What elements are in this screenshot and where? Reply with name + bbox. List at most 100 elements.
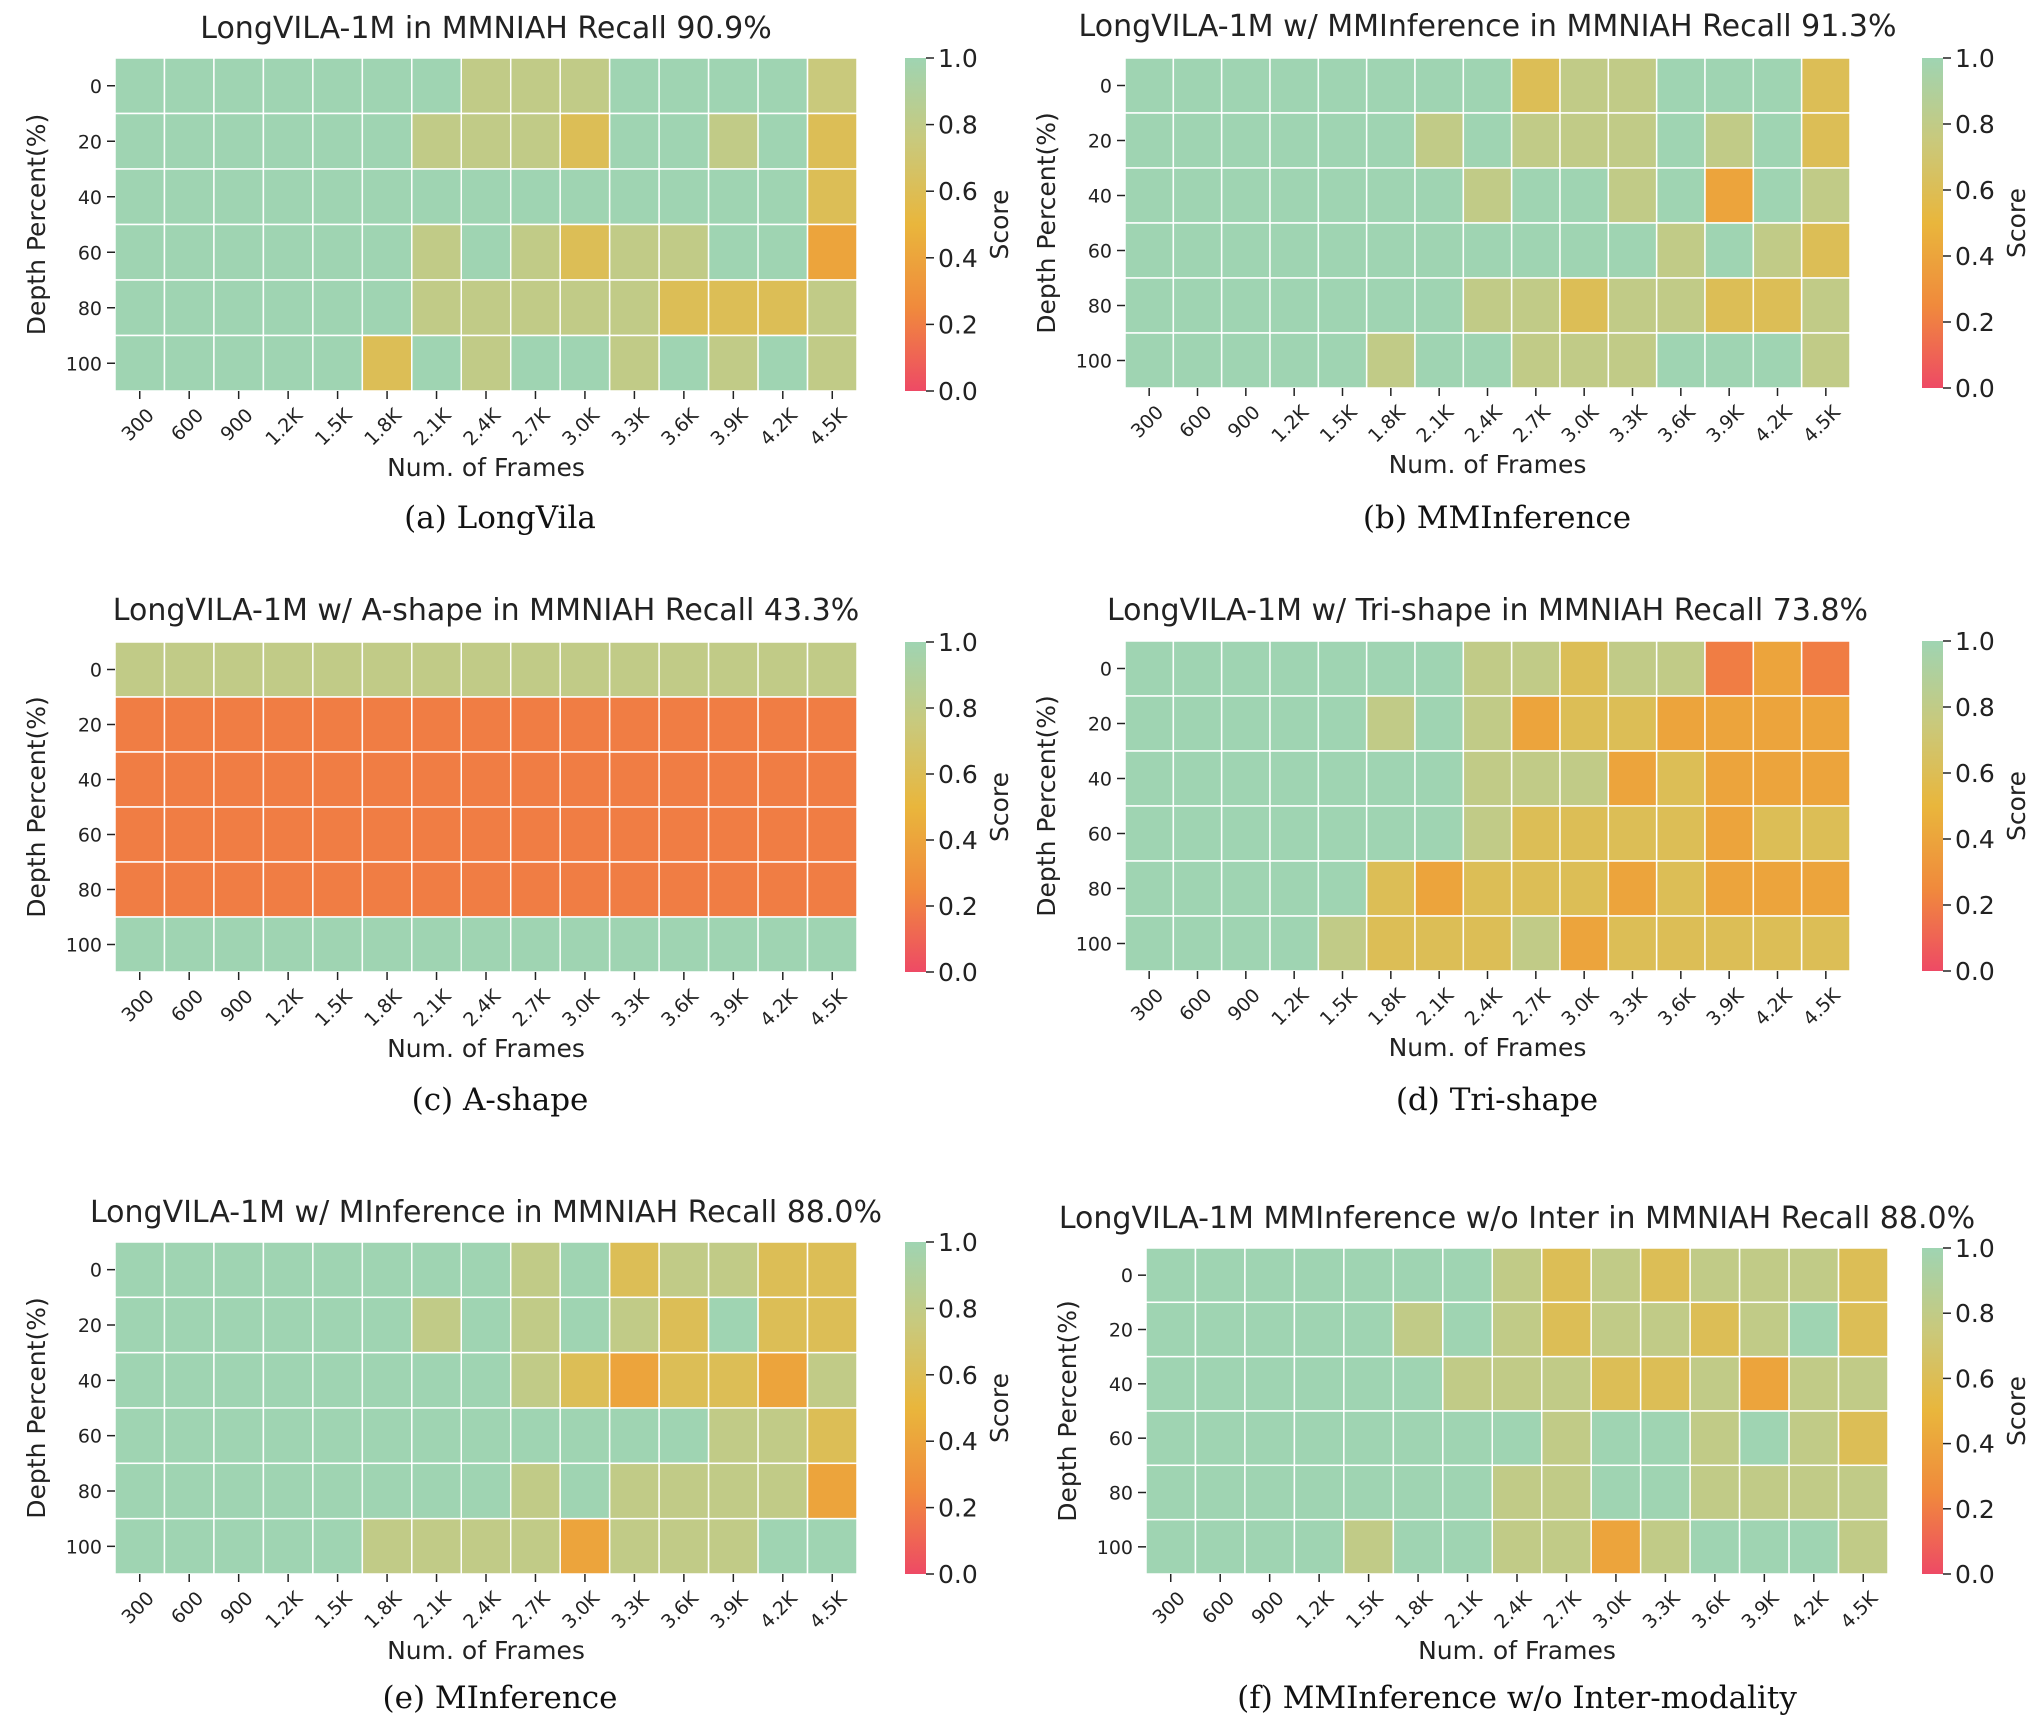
x-tick-label: 3.0K xyxy=(1557,984,1603,1030)
colorbar-tick-label: 1.0 xyxy=(1955,627,1995,656)
heatmap-cell xyxy=(1269,915,1320,972)
heatmap-cell xyxy=(163,1517,215,1575)
heatmap-cell xyxy=(1172,332,1223,389)
heatmap-cell xyxy=(559,1462,611,1520)
x-tick-label: 2.1K xyxy=(410,404,456,450)
heatmap-cell xyxy=(262,1407,314,1465)
heatmap-cell xyxy=(1590,1464,1642,1521)
heatmap-cell xyxy=(806,57,858,115)
heatmap-cell xyxy=(163,223,215,281)
x-tick-label: 300 xyxy=(1148,1587,1189,1628)
caption-a: (a) LongVila xyxy=(404,500,596,536)
heatmap-cell xyxy=(1800,112,1851,169)
heatmap-cell xyxy=(509,1351,561,1409)
heatmap-cell xyxy=(509,916,561,973)
y-tick-label: 60 xyxy=(1088,824,1112,846)
heatmap-cell xyxy=(1655,57,1706,114)
heatmap-cell xyxy=(707,112,759,170)
heatmap-cell xyxy=(1607,112,1658,169)
x-tick-label: 1.5K xyxy=(1316,984,1362,1030)
heatmap-cell xyxy=(411,1517,463,1575)
heatmap-cell xyxy=(460,751,512,808)
heatmap-cell xyxy=(757,1407,809,1465)
heatmap-cell xyxy=(707,751,759,808)
heatmap-cell xyxy=(361,916,413,973)
heatmap-cell xyxy=(1194,1355,1246,1412)
heatmap-cell xyxy=(1220,167,1271,224)
heatmap-cell xyxy=(608,916,660,973)
heatmap-cell xyxy=(1365,332,1416,389)
heatmap-cell xyxy=(114,751,166,808)
heatmap-cell xyxy=(1293,1464,1345,1521)
heatmap-cell xyxy=(658,279,710,337)
heatmap-cell xyxy=(411,696,463,753)
heatmap-cell xyxy=(1317,695,1368,752)
heatmap-cell xyxy=(1293,1410,1345,1467)
y-tick-label: 80 xyxy=(78,880,102,902)
heatmap-cell xyxy=(1704,167,1755,224)
heatmap-cell xyxy=(460,1296,512,1354)
x-tick-label: 900 xyxy=(216,1587,257,1628)
x-tick-label: 2.4K xyxy=(1490,1587,1536,1633)
heatmap-cell xyxy=(1194,1301,1246,1358)
heatmap-cell xyxy=(1800,750,1851,807)
heatmap-cell xyxy=(1172,640,1223,697)
heatmap-cell xyxy=(658,1296,710,1354)
heatmap-cell xyxy=(1392,1301,1444,1358)
heatmap-cell xyxy=(1540,1355,1592,1412)
heatmap-cell xyxy=(1689,1464,1741,1521)
heatmap-cell xyxy=(757,57,809,115)
heatmap-cell xyxy=(608,641,660,698)
heatmap-cell xyxy=(1124,57,1175,114)
heatmap-cell xyxy=(213,861,265,918)
colorbar-tick-label: 0.2 xyxy=(1955,1495,1995,1524)
heatmap-cell xyxy=(608,1462,660,1520)
colorbar-label: Score xyxy=(2002,188,2031,258)
heatmap-cell xyxy=(1269,167,1320,224)
heatmap-cell xyxy=(1343,1247,1395,1304)
heatmap-cell xyxy=(1124,222,1175,279)
heatmap-cell xyxy=(658,1517,710,1575)
heatmap-cell xyxy=(213,334,265,392)
heatmap-cell xyxy=(1689,1410,1741,1467)
heatmap-cell xyxy=(1837,1247,1889,1304)
heatmap-cell xyxy=(1590,1518,1642,1575)
heatmap-cell xyxy=(1559,57,1610,114)
heatmap-cell xyxy=(1738,1518,1790,1575)
y-tick-label: 80 xyxy=(78,1481,102,1503)
heatmap-cell xyxy=(658,916,710,973)
heatmap-cell xyxy=(460,223,512,281)
heatmap-cell xyxy=(509,641,561,698)
y-tick-label: 40 xyxy=(78,1370,102,1392)
heatmap-cell xyxy=(1414,167,1465,224)
y-tick-label: 20 xyxy=(78,1315,102,1337)
x-tick-label: 1.2K xyxy=(1267,984,1313,1030)
heatmap-cell xyxy=(411,1241,463,1299)
caption-c: (c) A-shape xyxy=(411,1082,589,1118)
colorbar-label: Score xyxy=(2002,1376,2031,1446)
heatmap-cell xyxy=(312,696,364,753)
x-tick-label: 600 xyxy=(1198,1587,1239,1628)
heatmap-cell xyxy=(1510,750,1561,807)
heatmap-cell xyxy=(114,334,166,392)
heatmap-cell xyxy=(1414,57,1465,114)
heatmap-cell xyxy=(1244,1518,1296,1575)
heatmap-cell xyxy=(312,1241,364,1299)
x-axis-label: Num. of Frames xyxy=(387,453,585,482)
heatmap-cell xyxy=(1269,57,1320,114)
heatmap-cell xyxy=(1365,915,1416,972)
heatmap-cell xyxy=(262,696,314,753)
heatmap-cell xyxy=(1752,695,1803,752)
heatmap-cell xyxy=(1704,112,1755,169)
heatmap-cell xyxy=(1510,695,1561,752)
x-axis-label: Num. of Frames xyxy=(387,1636,585,1665)
colorbar-tick-label: 0.8 xyxy=(1955,1299,1995,1328)
heatmap-cell xyxy=(1269,222,1320,279)
heatmap-cell xyxy=(757,1241,809,1299)
heatmap-cell xyxy=(411,168,463,226)
heatmap-cell xyxy=(1462,695,1513,752)
heatmap-cell xyxy=(1491,1464,1543,1521)
heatmap-cell xyxy=(460,334,512,392)
heatmap-cell xyxy=(1462,860,1513,917)
x-tick-label: 600 xyxy=(167,404,208,445)
